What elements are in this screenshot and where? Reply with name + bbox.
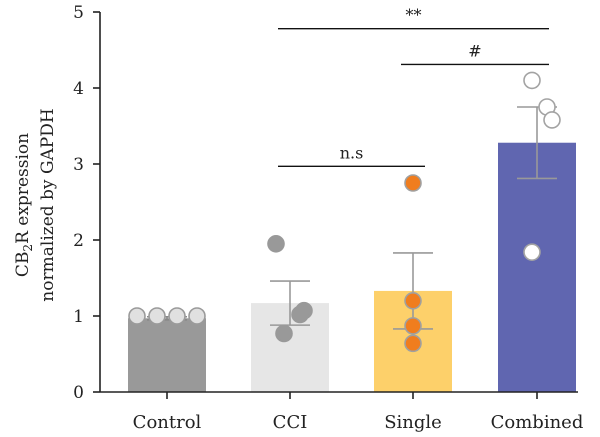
- error-bar-cci: [270, 280, 310, 326]
- data-point-single: [404, 334, 422, 353]
- data-point-control: [128, 307, 146, 325]
- y-axis-label-prefix: CB: [13, 252, 33, 278]
- y-axis-label-line2: normalized by GAPDH: [38, 108, 58, 301]
- significance-label: **: [406, 6, 422, 25]
- x-ticks: Control CCI Single Combined: [133, 392, 584, 433]
- data-point-control: [188, 307, 206, 325]
- y-tick-label: 0: [73, 383, 84, 403]
- bar-control: [128, 318, 206, 392]
- data-point-combined: [523, 71, 541, 90]
- x-tick-label: Combined: [491, 412, 584, 433]
- y-axis-label-subscript: 2: [21, 244, 35, 252]
- y-tick-label: 5: [73, 3, 84, 23]
- data-point-single: [404, 174, 422, 192]
- significance-label: n.s: [340, 143, 364, 162]
- bar-combined: [498, 142, 576, 392]
- significance-label: #: [468, 41, 481, 60]
- error-bars-layer: [147, 106, 557, 330]
- data-point-cci: [275, 324, 293, 343]
- y-tick-label: 2: [73, 231, 84, 251]
- y-tick-label: 4: [73, 79, 84, 99]
- significance-layer: n.s ** #: [278, 6, 549, 167]
- axes-layer: [99, 12, 578, 393]
- data-point-combined: [523, 243, 541, 261]
- x-tick-label: Control: [133, 412, 202, 433]
- points-layer: [128, 71, 561, 353]
- data-point-single: [404, 291, 422, 310]
- data-point-single: [404, 317, 422, 335]
- data-point-combined: [543, 111, 561, 129]
- x-tick-label: Single: [384, 412, 442, 433]
- y-axis-label-suffix: R expression: [13, 133, 33, 244]
- y-ticks: 0 1 2 3 4 5: [73, 3, 100, 403]
- y-tick-label: 1: [73, 307, 84, 327]
- data-point-control: [168, 307, 186, 325]
- data-point-control: [148, 307, 166, 325]
- data-point-cci: [291, 305, 309, 324]
- bars-layer: [128, 142, 576, 392]
- x-tick-label: CCI: [273, 412, 308, 433]
- y-axis-label: CB2R expression: [13, 133, 35, 277]
- y-tick-label: 3: [73, 155, 84, 175]
- data-point-cci: [267, 235, 285, 253]
